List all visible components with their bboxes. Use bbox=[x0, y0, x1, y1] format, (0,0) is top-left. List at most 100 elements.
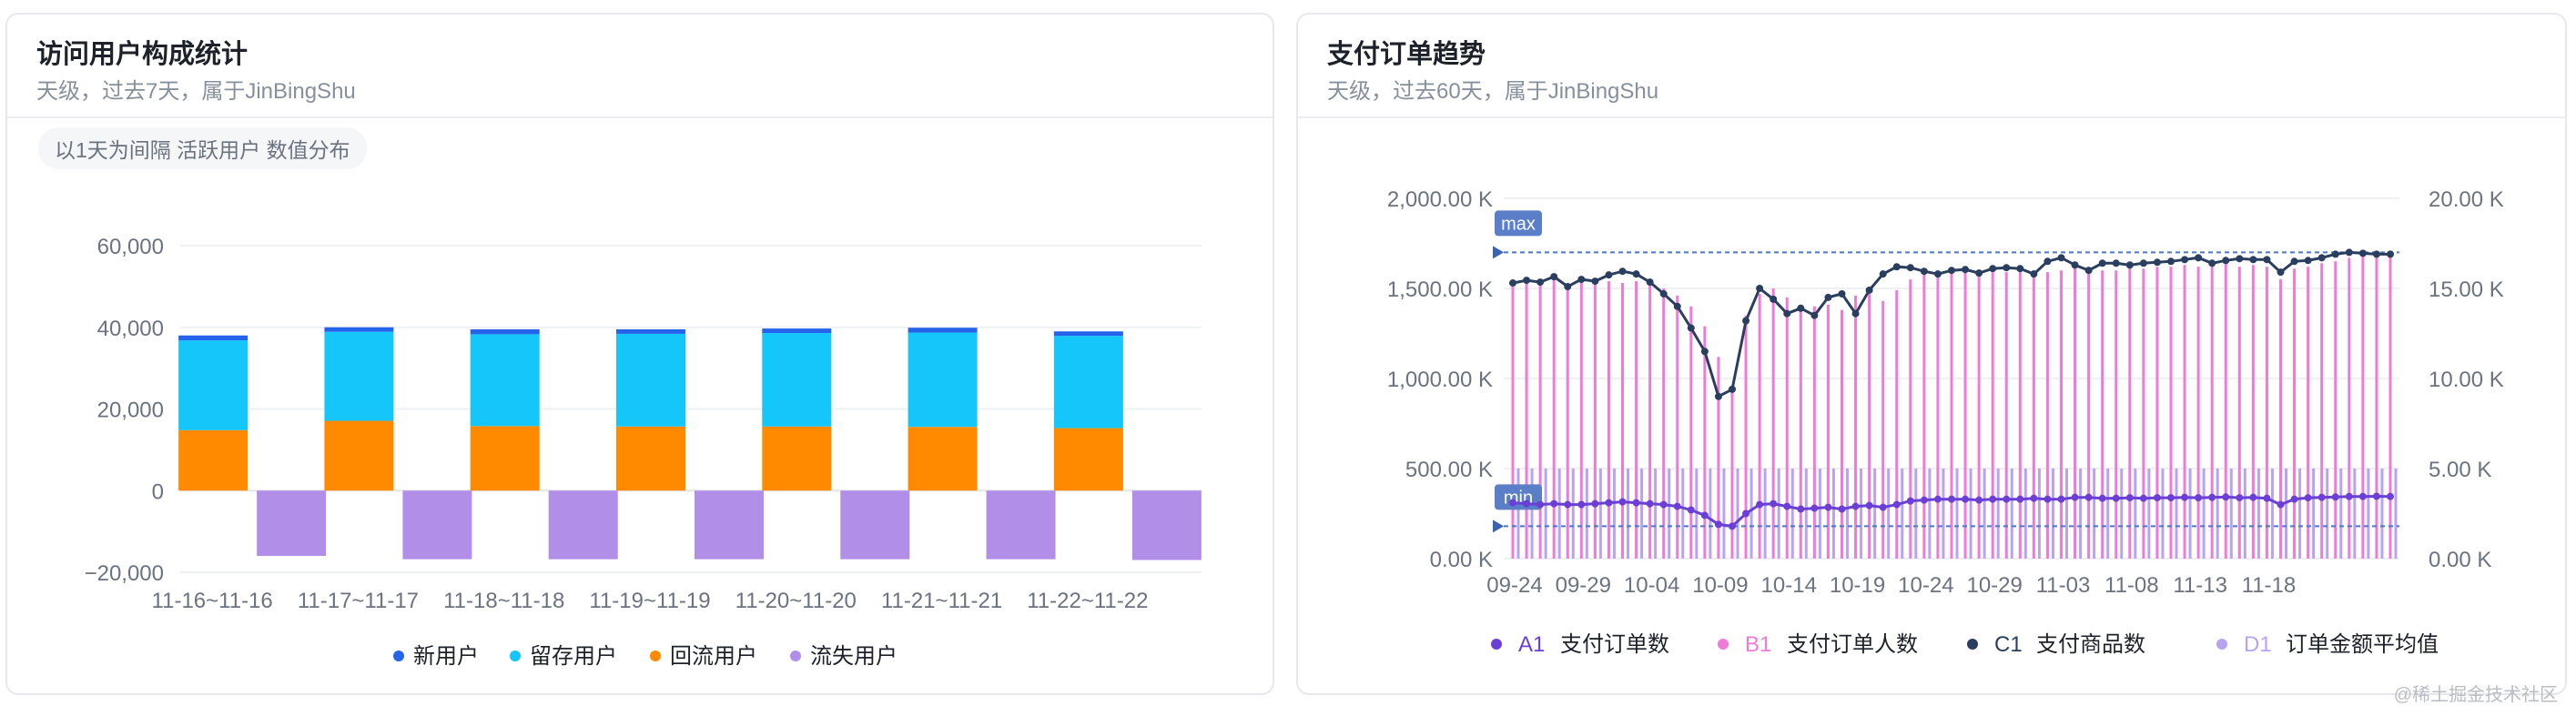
bar-流失用户 bbox=[548, 490, 618, 560]
y-tick-label: 20,000 bbox=[97, 398, 164, 423]
point-支付订单数 bbox=[2317, 493, 2326, 501]
left-tick-label: 0.00 K bbox=[1430, 548, 1493, 572]
point-支付商品数 bbox=[2016, 265, 2024, 273]
point-支付订单数 bbox=[1948, 495, 1955, 503]
point-支付订单数 bbox=[2236, 494, 2244, 502]
point-支付商品数 bbox=[1605, 271, 1613, 279]
x-tick-label: 09-29 bbox=[1556, 573, 1611, 598]
card-subtitle: 天级，过去60天，属于JinBingShu bbox=[1327, 79, 1659, 104]
point-支付订单数 bbox=[1577, 500, 1586, 509]
bar-回流用户 bbox=[616, 426, 685, 491]
bar-回流用户 bbox=[762, 426, 832, 491]
point-支付商品数 bbox=[2139, 259, 2147, 267]
x-tick-label: 10-24 bbox=[1898, 573, 1953, 598]
point-支付订单数 bbox=[1810, 504, 1819, 512]
bar-回流用户 bbox=[908, 427, 978, 491]
bar-流失用户 bbox=[840, 490, 910, 560]
point-支付订单数 bbox=[2071, 493, 2079, 501]
point-支付订单数 bbox=[1756, 500, 1764, 509]
card-header bbox=[7, 15, 1273, 118]
point-支付订单数 bbox=[2222, 493, 2230, 501]
bar-新用户 bbox=[616, 328, 685, 334]
point-支付商品数 bbox=[1729, 385, 1736, 393]
point-支付商品数 bbox=[1975, 269, 1983, 277]
point-支付商品数 bbox=[1618, 267, 1627, 276]
watermark: @稀土掘金技术社区 bbox=[2393, 685, 2558, 705]
x-tick-label: 11-19~11-19 bbox=[589, 589, 710, 613]
point-支付订单数 bbox=[1700, 511, 1709, 519]
point-支付订单数 bbox=[1550, 499, 1558, 508]
bar-新用户 bbox=[1053, 331, 1123, 337]
point-支付订单数 bbox=[2167, 494, 2175, 502]
card-header bbox=[1298, 15, 2565, 118]
point-支付商品数 bbox=[2044, 257, 2052, 266]
point-支付商品数 bbox=[2372, 250, 2380, 258]
point-支付订单数 bbox=[2345, 492, 2353, 500]
left-tick-label: 2,000.00 K bbox=[1387, 187, 1493, 212]
bar-流失用户 bbox=[402, 490, 472, 560]
point-支付商品数 bbox=[2153, 258, 2161, 267]
point-支付订单数 bbox=[1770, 499, 1778, 508]
point-支付商品数 bbox=[1646, 278, 1654, 287]
point-支付商品数 bbox=[1632, 270, 1640, 278]
bar-新用户 bbox=[908, 328, 978, 333]
legend-label: 支付订单人数 bbox=[1787, 632, 1918, 657]
point-支付商品数 bbox=[1948, 267, 1955, 275]
point-支付商品数 bbox=[1509, 279, 1516, 287]
point-支付商品数 bbox=[1770, 295, 1778, 303]
point-支付订单数 bbox=[1865, 501, 1873, 509]
point-支付商品数 bbox=[1810, 311, 1819, 319]
point-支付订单数 bbox=[1646, 499, 1654, 508]
point-支付订单数 bbox=[1989, 495, 1997, 503]
card-title: 访问用户构成统计 bbox=[36, 40, 248, 69]
point-支付商品数 bbox=[1989, 265, 1997, 273]
point-支付商品数 bbox=[1838, 289, 1846, 298]
point-支付订单数 bbox=[1618, 498, 1627, 506]
point-支付商品数 bbox=[2290, 257, 2298, 266]
point-支付订单数 bbox=[1729, 522, 1736, 530]
point-支付商品数 bbox=[1797, 304, 1805, 312]
point-支付商品数 bbox=[2057, 254, 2065, 262]
point-支付商品数 bbox=[1523, 277, 1531, 285]
legend-label: 流失用户 bbox=[810, 644, 898, 669]
point-支付订单数 bbox=[2057, 495, 2065, 503]
left-tick-label: 500.00 K bbox=[1405, 458, 1493, 482]
point-支付订单数 bbox=[1523, 499, 1531, 508]
point-支付订单数 bbox=[1714, 520, 1722, 529]
point-支付订单数 bbox=[1632, 499, 1640, 507]
point-支付商品数 bbox=[2195, 254, 2203, 262]
interval-filter-chip[interactable]: 以1天为间隔 活跃用户 数值分布 bbox=[38, 127, 367, 169]
point-支付商品数 bbox=[1865, 286, 1873, 294]
legend-label: 支付商品数 bbox=[2036, 632, 2145, 657]
point-支付商品数 bbox=[1577, 276, 1586, 284]
point-支付商品数 bbox=[1687, 324, 1695, 332]
bar-新用户 bbox=[762, 328, 832, 334]
point-支付订单数 bbox=[2263, 494, 2271, 502]
marker-badge bbox=[1495, 210, 1542, 237]
legend-prefix: D1 bbox=[2244, 632, 2272, 657]
bar-流失用户 bbox=[1131, 490, 1202, 560]
y-tick-label: 0 bbox=[152, 479, 164, 504]
payment-trend-chart: 0.00 K 0.00 K 500.00 K 5.00 K 1,000.00 K 10.0… bbox=[1387, 187, 2504, 657]
legend-marker bbox=[510, 651, 521, 661]
point-支付商品数 bbox=[2304, 257, 2312, 265]
right-tick-label: 0.00 K bbox=[2429, 548, 2491, 572]
point-支付订单数 bbox=[1673, 502, 1681, 510]
point-支付商品数 bbox=[1536, 278, 1545, 287]
point-支付商品数 bbox=[2003, 264, 2011, 272]
point-支付订单数 bbox=[1564, 500, 1572, 509]
point-支付订单数 bbox=[2125, 494, 2134, 502]
x-tick-label: 10-04 bbox=[1624, 573, 1679, 598]
legend-marker bbox=[650, 651, 661, 661]
bar-留存用户 bbox=[324, 331, 394, 421]
x-tick-label: 11-22~11-22 bbox=[1027, 589, 1148, 613]
point-支付订单数 bbox=[1879, 503, 1887, 511]
legend-prefix: A1 bbox=[1518, 632, 1545, 657]
point-支付订单数 bbox=[2098, 494, 2106, 502]
point-支付订单数 bbox=[2153, 494, 2161, 502]
right-tick-label: 15.00 K bbox=[2429, 277, 2504, 302]
bar-流失用户 bbox=[257, 490, 327, 557]
point-支付订单数 bbox=[1906, 497, 1914, 505]
bar-回流用户 bbox=[470, 426, 540, 491]
point-支付商品数 bbox=[1933, 270, 1942, 278]
